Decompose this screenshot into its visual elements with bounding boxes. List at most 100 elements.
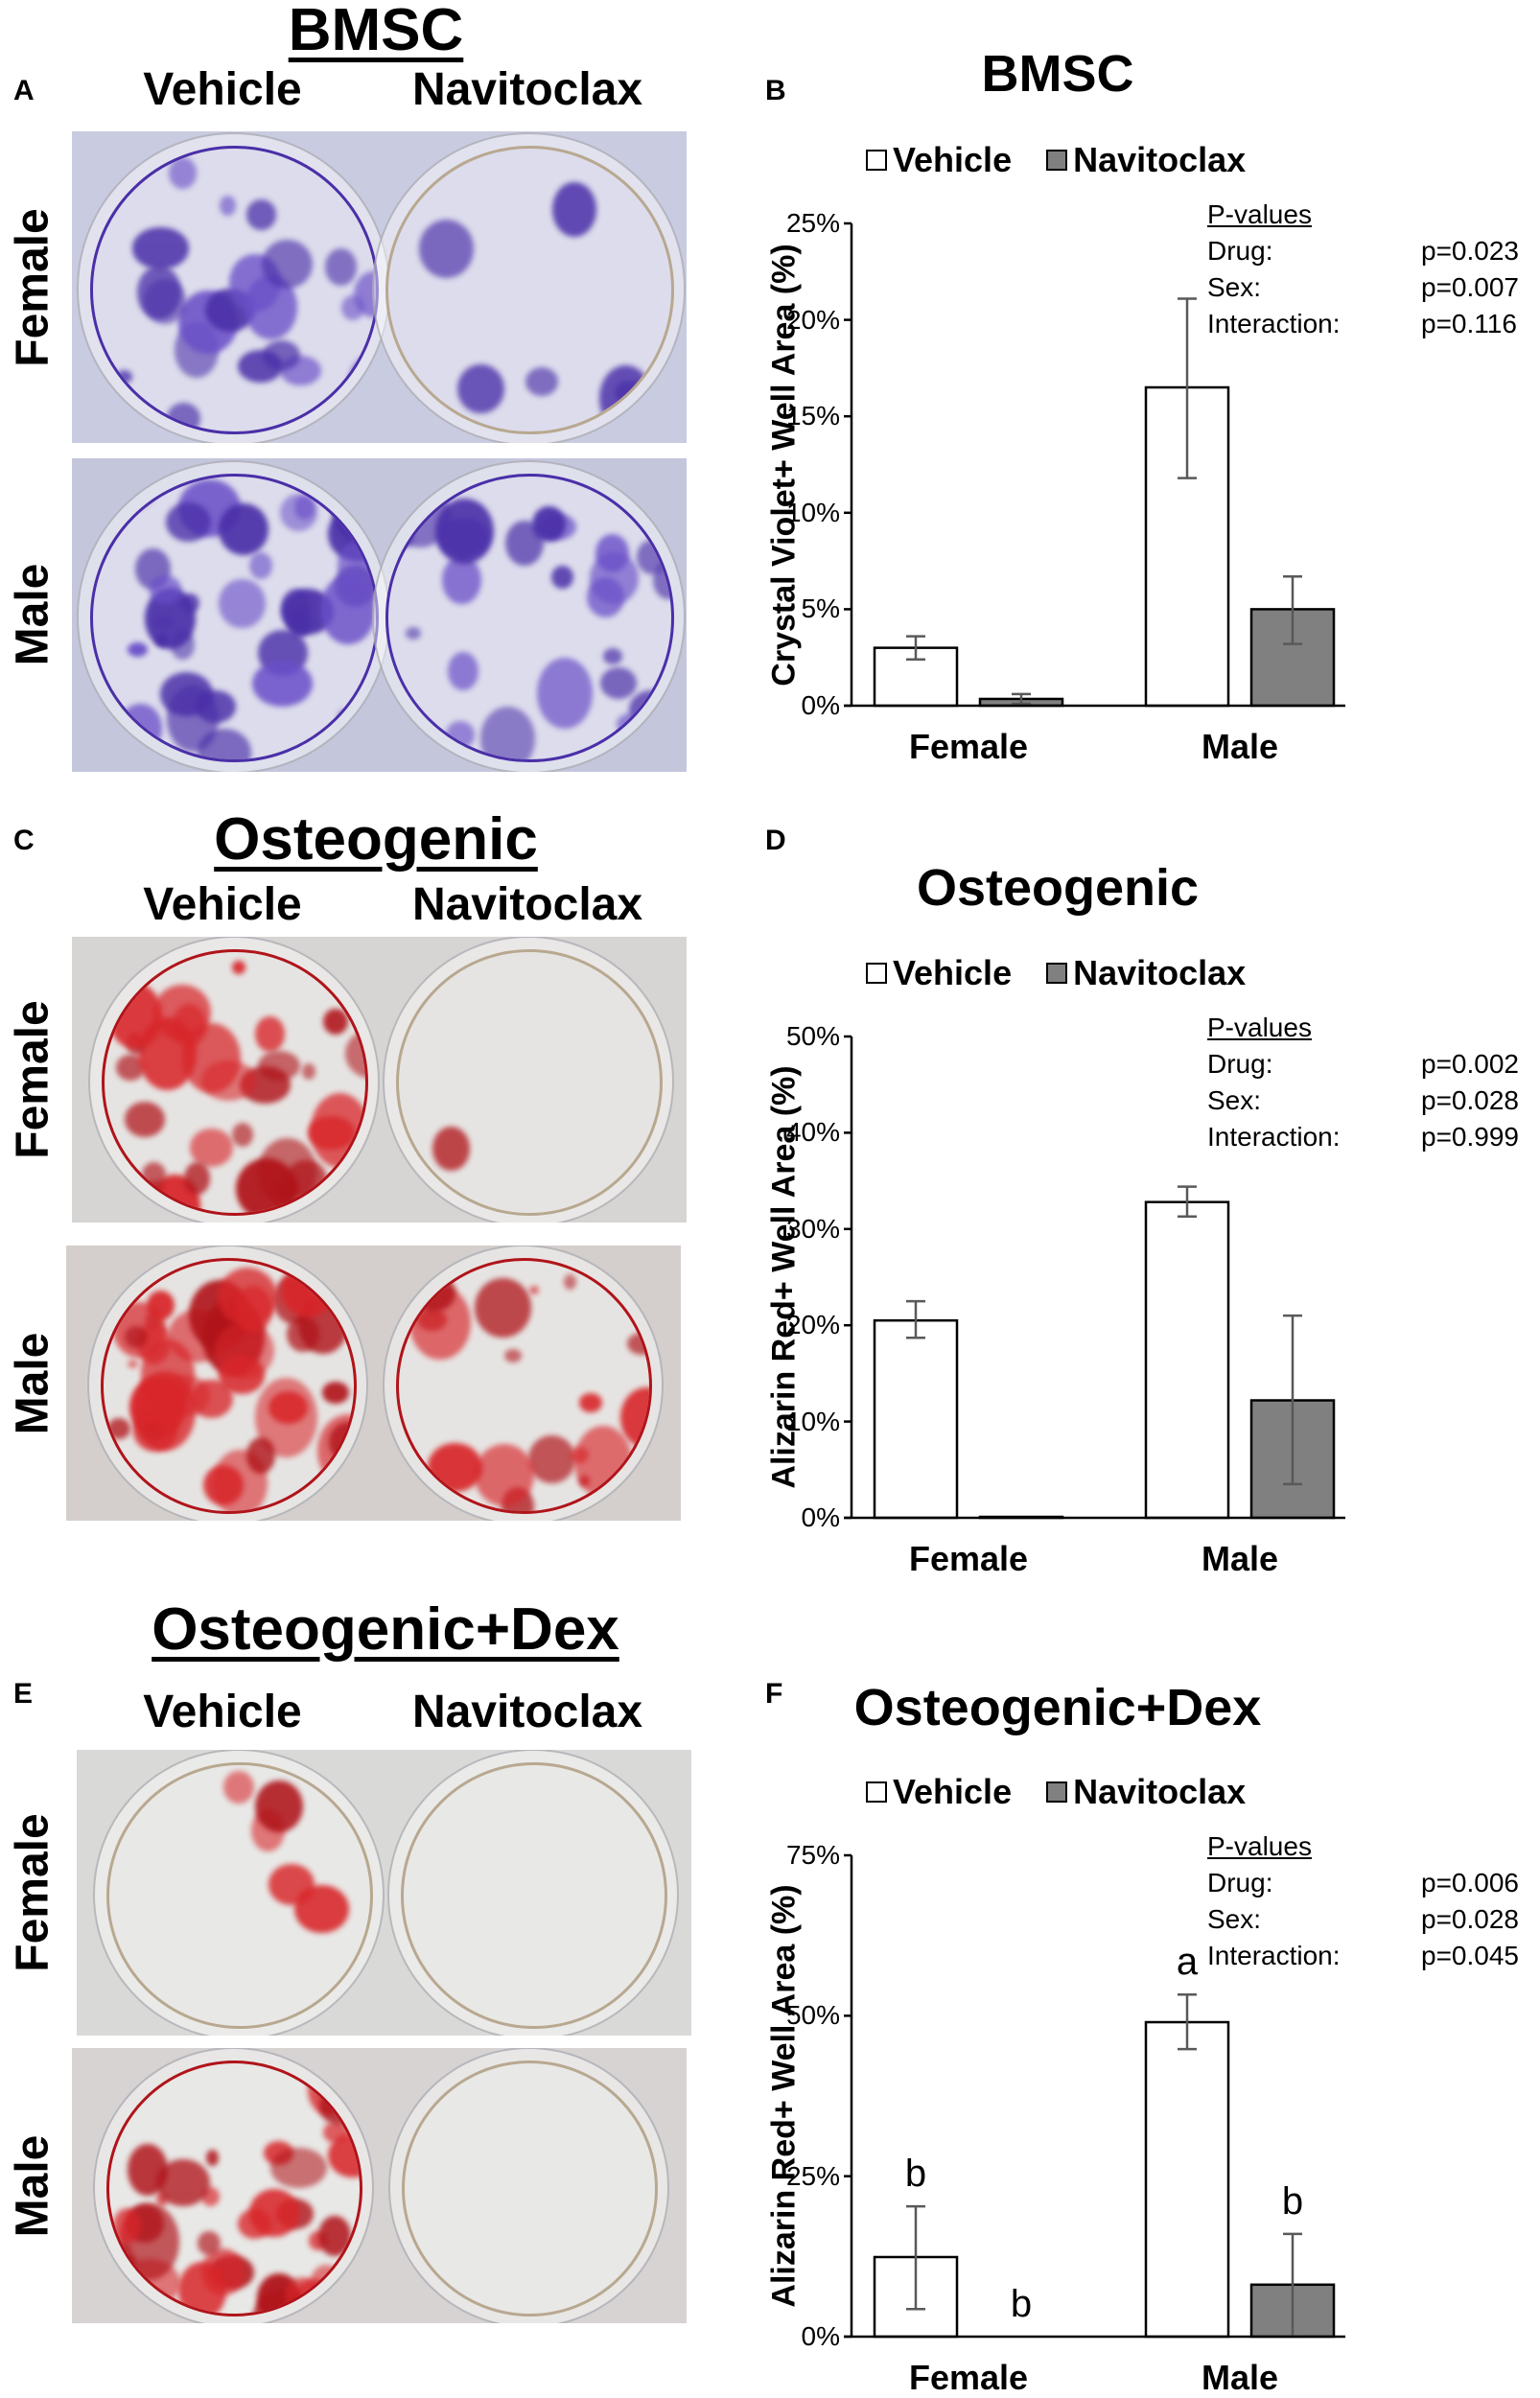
stain-spot	[603, 648, 623, 664]
p-value-row: Sex: p=0.028	[1207, 1901, 1540, 1938]
p-value-label: Sex:	[1207, 1085, 1262, 1115]
panel-letter-d: D	[765, 825, 786, 856]
chart-title: Osteogenic	[916, 859, 1200, 917]
bar-vehicle-male	[1144, 2020, 1230, 2339]
x-category-label: Female	[908, 2358, 1029, 2397]
bar-vehicle-female	[873, 646, 959, 708]
stain-spot	[332, 481, 376, 542]
stain-spot	[231, 1123, 253, 1148]
panel-a-title: BMSC	[288, 0, 464, 63]
p-value-row: Drug: p=0.002	[1207, 1046, 1540, 1083]
stain-spot	[294, 1885, 349, 1933]
p-value-label: Interaction:	[1207, 1122, 1341, 1152]
stain-spot	[149, 575, 182, 604]
stain-spot	[305, 2063, 319, 2076]
vehicle-well	[101, 949, 368, 1216]
stain-spot	[214, 1321, 274, 1379]
stain-spot	[128, 641, 148, 657]
p-value-label: Drug:	[1207, 1868, 1273, 1897]
stain-spot	[551, 566, 573, 589]
stain-spot	[128, 1360, 139, 1369]
stain-spot	[527, 1435, 576, 1483]
p-value: p=0.028	[1421, 1085, 1519, 1115]
column-label-vehicle: Vehicle	[143, 64, 302, 115]
stain-spot	[413, 1274, 456, 1313]
stain-spot	[235, 1286, 273, 1334]
stain-spot	[285, 2276, 320, 2314]
stain-spot	[574, 1425, 632, 1498]
stain-spot	[269, 2147, 327, 2188]
stain-spot	[183, 1162, 210, 1195]
p-value-row: Sex: p=0.007	[1207, 269, 1540, 306]
p-values-header: P-values	[1207, 199, 1312, 229]
chart-legend: Vehicle Navitoclax	[866, 953, 1280, 993]
stain-spot	[537, 658, 593, 729]
significance-letter: a	[1176, 1941, 1199, 1984]
stain-spot	[338, 710, 351, 722]
vehicle-well	[101, 1258, 358, 1514]
stain-spot	[200, 1059, 257, 1101]
stain-spot	[119, 704, 162, 753]
stain-spot	[133, 1371, 197, 1452]
stain-spot	[238, 2209, 272, 2240]
stain-spot	[156, 2158, 211, 2207]
p-value: p=0.116	[1421, 309, 1517, 338]
stain-spot	[166, 402, 201, 431]
p-values-table: P-values Drug: p=0.006 Sex: p=0.028 Interacti…	[1207, 1828, 1540, 1974]
bar-navitoclax-female	[978, 697, 1064, 708]
stain-spot	[245, 198, 277, 230]
stain-spot	[123, 477, 154, 508]
stain-spot	[418, 219, 475, 279]
stain-spot	[219, 503, 269, 555]
stain-spot	[503, 1348, 523, 1362]
legend-label-vehicle: Vehicle	[893, 140, 1013, 179]
alizarin-plate-male	[66, 1246, 681, 1521]
x-category-label: Male	[1201, 1539, 1279, 1578]
column-label-navitoclax: Navitoclax	[411, 64, 643, 115]
bar-vehicle-female	[873, 1318, 959, 1520]
stain-spot	[345, 1029, 365, 1079]
y-tick-label: 25%	[785, 2160, 840, 2191]
stain-spot	[245, 1437, 276, 1475]
bar-vehicle-female	[873, 2255, 959, 2339]
panel-c-title: Osteogenic	[214, 806, 538, 873]
legend-label-vehicle: Vehicle	[893, 1772, 1013, 1811]
stain-spot	[167, 686, 220, 753]
legend-label-navitoclax: Navitoclax	[1073, 140, 1247, 179]
legend-item-vehicle: Vehicle	[866, 953, 1012, 993]
p-value-label: Interaction:	[1207, 1941, 1341, 1970]
p-value: p=0.028	[1421, 1904, 1519, 1934]
stain-spot	[177, 2262, 226, 2314]
stain-spot	[579, 1392, 602, 1413]
legend-label-navitoclax: Navitoclax	[1073, 1772, 1247, 1811]
bar-navitoclax-female	[978, 1515, 1064, 1520]
row-label-female: Female	[7, 1000, 58, 1159]
p-values-table: P-values Drug: p=0.023 Sex: p=0.007 Interacti…	[1207, 197, 1540, 342]
navitoclax-well	[396, 949, 664, 1216]
panel-letter-f: F	[765, 1678, 783, 1710]
bar-navitoclax-male	[1249, 608, 1336, 708]
navitoclax-well	[385, 146, 674, 434]
stain-spot	[563, 1273, 576, 1291]
legend-swatch-navitoclax	[1046, 150, 1068, 171]
legend-swatch-navitoclax	[1046, 1781, 1068, 1803]
stain-spot	[112, 2207, 141, 2245]
stain-spot	[357, 385, 376, 431]
stain-spot	[132, 227, 190, 269]
stain-spot	[442, 556, 481, 605]
p-value-label: Sex:	[1207, 272, 1262, 302]
p-value-label: Drug:	[1207, 1049, 1273, 1079]
stain-spot	[258, 1138, 316, 1207]
y-tick-label: 5%	[801, 594, 840, 624]
stain-spot	[205, 2150, 219, 2166]
stain-spot	[189, 1128, 234, 1167]
legend-item-navitoclax: Navitoclax	[1046, 1772, 1246, 1812]
p-value: p=0.023	[1421, 236, 1519, 266]
stain-spot	[143, 279, 187, 325]
stain-spot	[125, 1102, 165, 1137]
stain-spot	[525, 367, 559, 397]
vehicle-well	[90, 146, 379, 434]
vehicle-well	[105, 1762, 373, 2029]
stain-spot	[551, 181, 596, 237]
panel-e-title: Osteogenic+Dex	[152, 1596, 619, 1663]
